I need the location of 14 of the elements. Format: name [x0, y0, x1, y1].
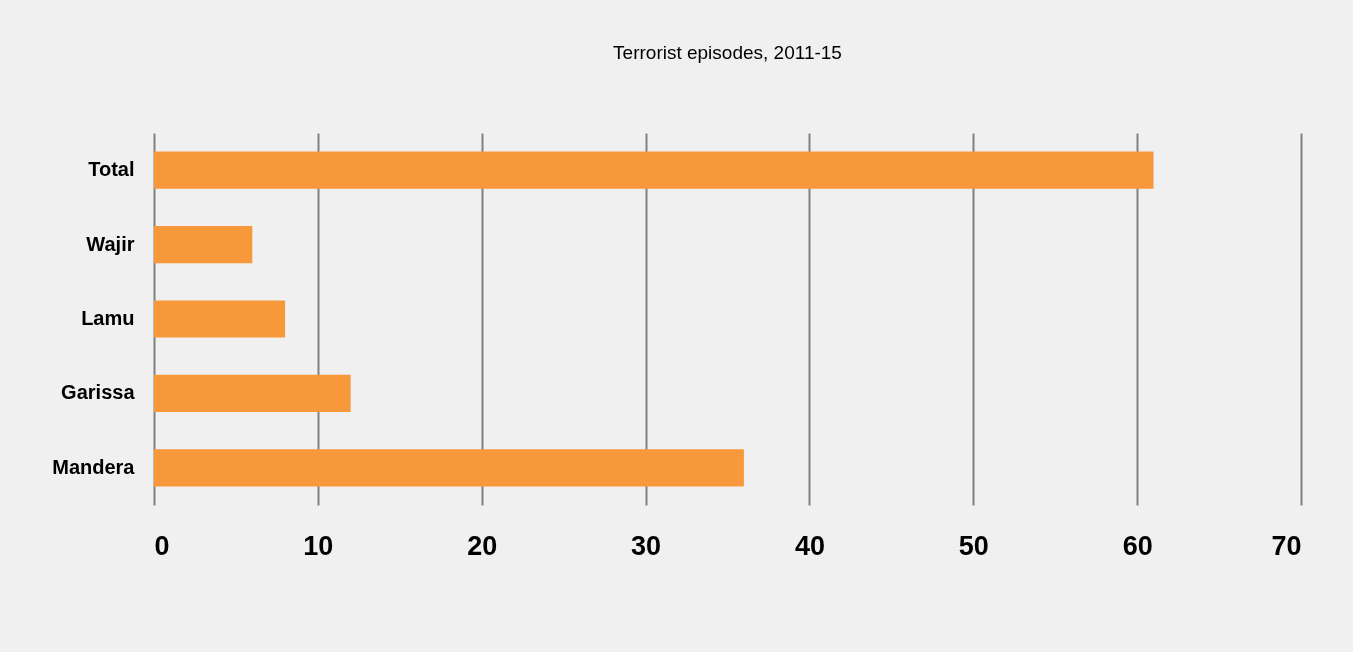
x-tick-label: 40: [794, 530, 825, 561]
y-tick-label: Mandera: [52, 455, 136, 478]
x-tick-label: 0: [154, 530, 170, 561]
x-tick-label: 70: [1271, 530, 1302, 561]
y-tick-label: Lamu: [81, 307, 135, 329]
x-tick-label: 20: [467, 530, 498, 561]
y-tick-label: Garissa: [61, 381, 136, 404]
chart-title: Terrorist episodes, 2011-15: [613, 42, 842, 63]
x-tick-label: 60: [1122, 530, 1153, 561]
x-tick-label: 10: [303, 530, 334, 561]
x-tick-label: 50: [958, 530, 989, 561]
x-tick-label: 30: [631, 530, 662, 561]
y-tick-label: Wajir: [86, 232, 135, 255]
y-tick-label: Total: [88, 158, 135, 181]
